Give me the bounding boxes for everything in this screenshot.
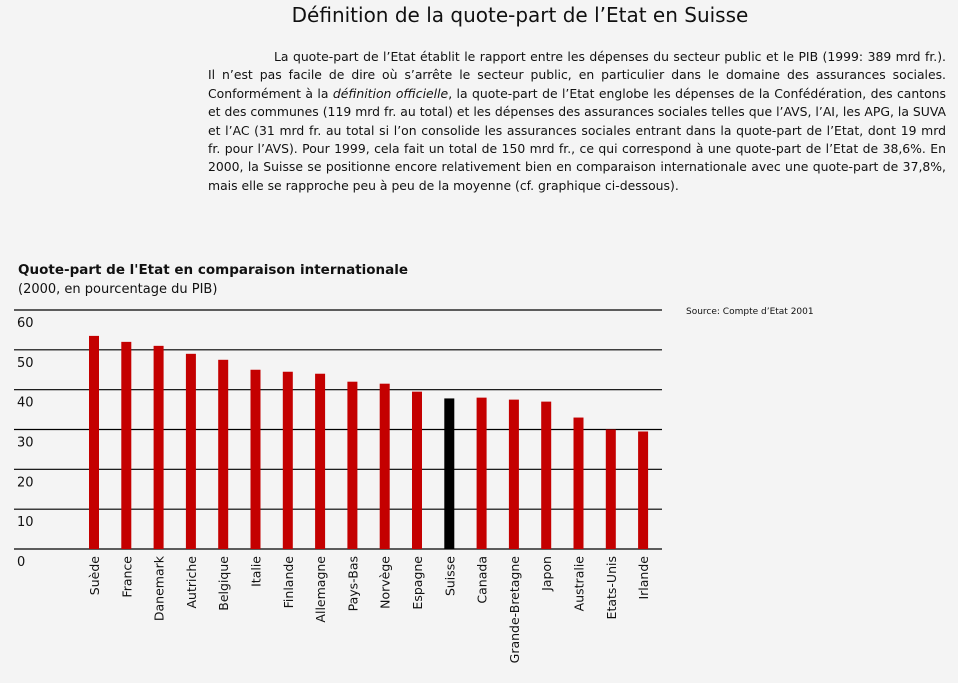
y-tick-labels: 0 10 20 30 40 50 60: [17, 316, 34, 570]
x-tick-label-belgique: Belgique: [216, 556, 231, 611]
x-tick-label-autriche: Autriche: [184, 556, 199, 609]
bar-allemagne: [315, 373, 326, 549]
chart-subtitle: (2000, en pourcentage du PIB): [18, 282, 218, 297]
y-tick-label-60: 60: [17, 316, 34, 331]
bar-suisse: [444, 398, 455, 549]
x-tick-label-suisse: Suisse: [442, 556, 457, 596]
x-tick-label-irlande: Irlande: [636, 556, 651, 600]
bar-japon: [541, 401, 552, 549]
y-tick-label-0: 0: [17, 555, 25, 570]
bar-irlande: [638, 431, 649, 549]
x-tick-label-grande-bretagne: Grande-Bretagne: [507, 556, 522, 664]
x-tick-labels: Suède France Danemark Autriche Belgique Itali…: [87, 555, 651, 663]
x-tick-label-su-de: Suède: [87, 556, 102, 595]
bar-autriche: [185, 353, 196, 549]
y-tick-label-30: 30: [17, 436, 34, 451]
intro-text-emphasis: définition officielle: [332, 85, 449, 101]
x-tick-label-etats-unis: Etats-Unis: [604, 556, 619, 619]
bar-etats-unis: [605, 429, 616, 549]
x-tick-label-finlande: Finlande: [281, 556, 296, 609]
bar-grande-bretagne: [508, 399, 519, 549]
x-tick-label-norv-ge: Norvège: [378, 556, 393, 609]
x-tick-label-italie: Italie: [249, 556, 264, 587]
bar-danemark: [153, 345, 164, 549]
gridlines: [14, 309, 662, 550]
y-tick-label-20: 20: [17, 475, 34, 490]
x-tick-label-danemark: Danemark: [152, 555, 167, 621]
x-tick-label-pays-bas: Pays-Bas: [345, 556, 360, 611]
bar-finlande: [282, 371, 293, 549]
bar-italie: [250, 369, 261, 549]
bar-norv-ge: [379, 383, 390, 549]
bar-pays-bas: [347, 381, 358, 549]
intro-text-part2: , la quote-part de l’Etat englobe les dé…: [208, 85, 946, 193]
source-note: Source: Compte d’Etat 2001: [686, 307, 814, 317]
intro-text-part1: La quote-part de l’Etat établit le rappo…: [208, 49, 946, 101]
x-tick-label-france: France: [119, 556, 134, 598]
x-tick-label-canada: Canada: [475, 556, 490, 604]
chart-title: Quote-part de l'Etat en comparaison inte…: [18, 262, 409, 278]
y-tick-label-50: 50: [17, 356, 34, 371]
x-tick-label-japon: Japon: [539, 556, 554, 592]
intro-paragraph: La quote-part de l’Etat établit le rappo…: [208, 48, 946, 195]
bar-su-de: [89, 335, 99, 549]
y-tick-label-10: 10: [17, 515, 34, 530]
x-tick-label-espagne: Espagne: [410, 556, 425, 610]
bar-espagne: [412, 391, 422, 549]
bar-australie: [573, 417, 584, 549]
page-title: Définition de la quote-part de l’Etat en…: [291, 3, 749, 27]
bar-france: [121, 341, 132, 549]
bar-canada: [476, 397, 487, 549]
x-tick-label-australie: Australie: [572, 556, 587, 612]
x-tick-label-allemagne: Allemagne: [313, 556, 328, 623]
bars: [89, 335, 649, 549]
y-tick-label-40: 40: [17, 396, 34, 411]
bar-belgique: [218, 359, 229, 549]
